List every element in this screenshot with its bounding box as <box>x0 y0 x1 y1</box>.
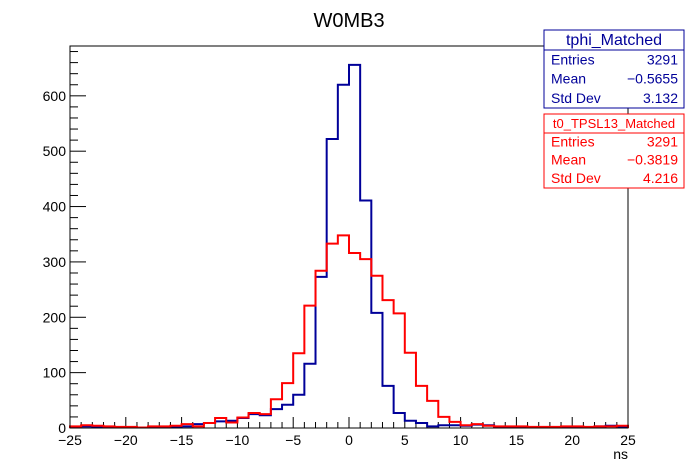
stats-value: 4.216 <box>643 170 678 186</box>
stats-value: 3.132 <box>643 90 678 106</box>
x-tick-label: 20 <box>564 432 580 448</box>
stats-title: t0_TPSL13_Matched <box>553 116 675 131</box>
y-tick-label: 600 <box>43 88 67 104</box>
x-tick-label: 15 <box>509 432 525 448</box>
stats-label: Mean <box>551 152 586 168</box>
y-tick-label: 500 <box>43 143 67 159</box>
y-tick-label: 200 <box>43 309 67 325</box>
stats-label: Std Dev <box>551 170 601 186</box>
stats-label: Entries <box>551 133 595 149</box>
stats-label: Entries <box>551 51 595 67</box>
y-tick-label: 400 <box>43 199 67 215</box>
stats-value: −0.5655 <box>627 71 678 87</box>
x-tick-label: −10 <box>226 432 250 448</box>
stats-box-1: t0_TPSL13_Matched Entries 3291 Mean −0.3819 S… <box>543 113 685 189</box>
x-tick-label: 10 <box>453 432 469 448</box>
histogram-t0_TPSL13_Matched <box>69 234 629 429</box>
stats-value: 3291 <box>647 133 678 149</box>
y-tick-label: 100 <box>43 365 67 381</box>
stats-box-0: tphi_Matched Entries 3291 Mean −0.5655 Std De… <box>543 29 685 109</box>
x-tick-label: 25 <box>620 432 636 448</box>
x-tick-label: −20 <box>114 432 138 448</box>
chart-title: W0MB3 <box>313 10 384 32</box>
x-axis-label: ns <box>613 446 628 462</box>
x-tick-label: 5 <box>401 432 409 448</box>
y-tick-label: 300 <box>43 254 67 270</box>
x-tick-label: 0 <box>345 432 353 448</box>
x-tick-label: −15 <box>170 432 194 448</box>
y-tick-label: 0 <box>58 420 66 436</box>
x-tick-label: −5 <box>285 432 301 448</box>
stats-title: tphi_Matched <box>566 32 662 49</box>
stats-value: 3291 <box>647 51 678 67</box>
x-tick-label: −25 <box>58 432 82 448</box>
stats-value: −0.3819 <box>627 152 678 168</box>
plot-frame <box>69 45 629 429</box>
stats-label: Mean <box>551 71 586 87</box>
stats-label: Std Dev <box>551 90 601 106</box>
